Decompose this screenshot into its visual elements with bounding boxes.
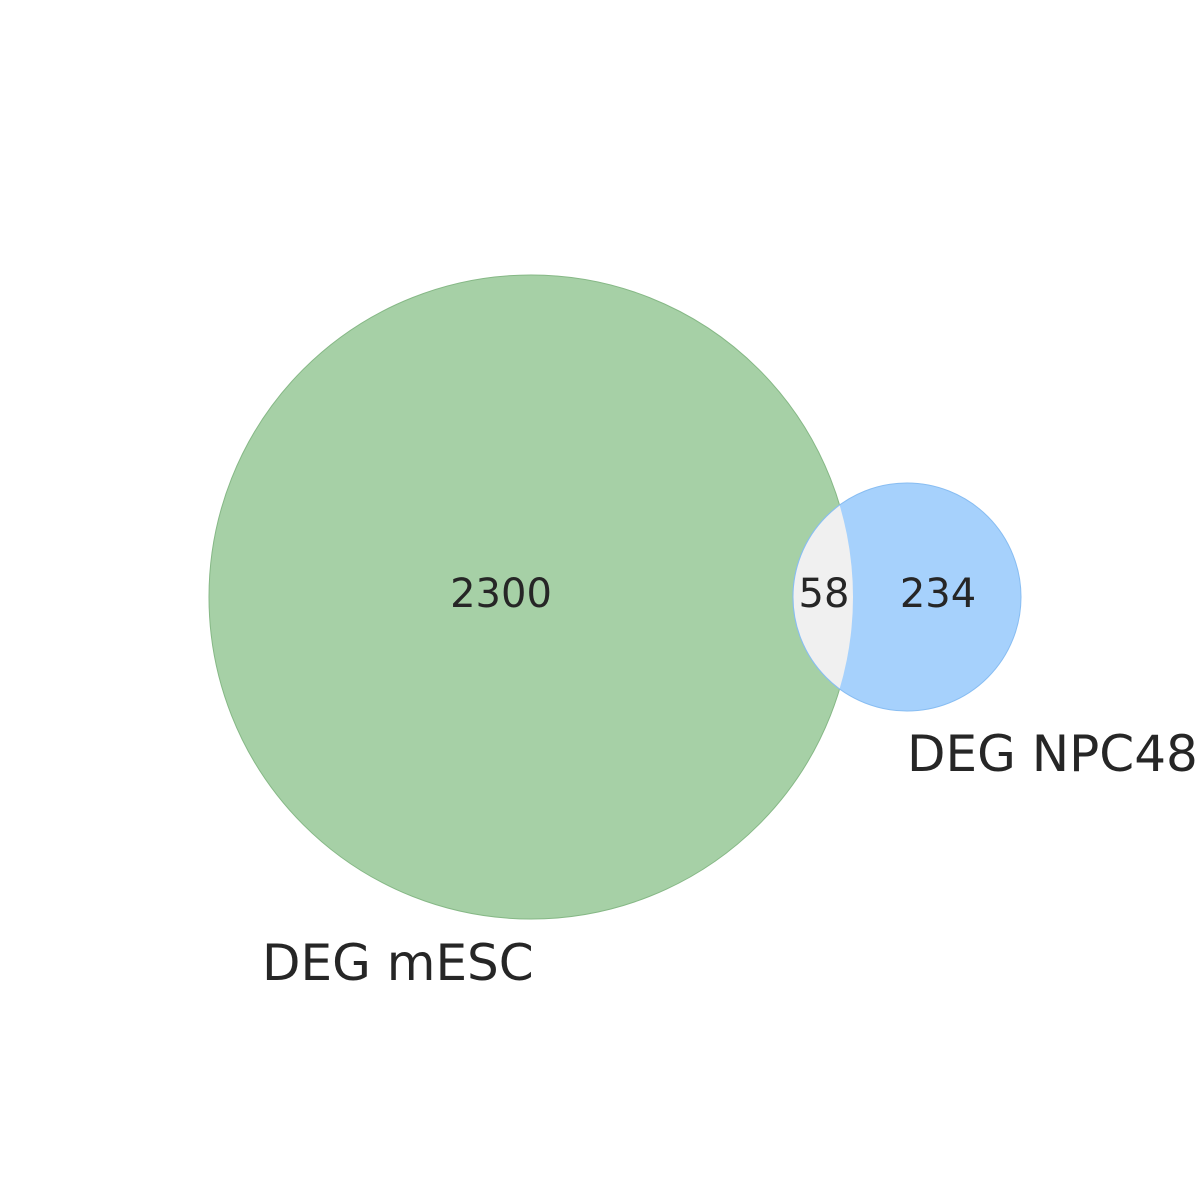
count-only-mesc: 2300 bbox=[450, 571, 552, 617]
set-label-deg-npc48: DEG NPC48 bbox=[907, 725, 1198, 783]
count-intersection: 58 bbox=[799, 571, 850, 617]
set-label-deg-mesc: DEG mESC bbox=[262, 934, 534, 992]
count-only-npc48: 234 bbox=[900, 571, 976, 617]
